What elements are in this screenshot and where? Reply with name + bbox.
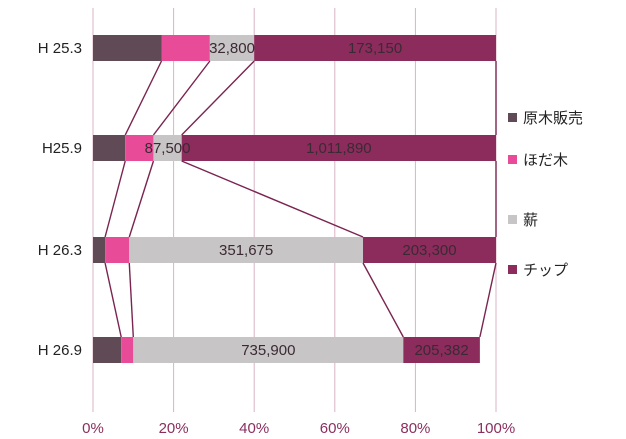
bar-segment — [254, 35, 496, 61]
series-line — [128, 262, 134, 338]
bar-segment — [133, 337, 404, 363]
bar-segment — [403, 337, 480, 363]
data-label: 203,300 — [402, 242, 456, 259]
bar-segment — [93, 135, 126, 161]
series-line — [104, 160, 126, 238]
category-label: H 26.9 — [38, 342, 82, 359]
x-tick-label: 80% — [400, 420, 430, 437]
data-label: 735,900 — [241, 342, 295, 359]
legend-label: 原木販売 — [523, 110, 583, 127]
legend-label: 薪 — [523, 212, 538, 229]
x-tick-label: 0% — [82, 420, 104, 437]
legend-swatch — [508, 215, 517, 224]
data-label: 1,011,890 — [306, 140, 372, 157]
series-line — [181, 160, 364, 238]
legend-swatch — [508, 265, 517, 274]
bar-segment — [209, 35, 255, 61]
bar-segment — [93, 237, 106, 263]
series-line — [124, 60, 163, 136]
series-line — [152, 60, 211, 136]
bar-segment — [93, 337, 122, 363]
x-tick-label: 20% — [159, 420, 189, 437]
legend-label: チップ — [523, 262, 568, 279]
legend-swatch — [508, 113, 517, 122]
series-line — [181, 60, 255, 136]
bar-segment — [153, 135, 182, 161]
legend-label: ほだ木 — [523, 152, 568, 169]
data-label: 32,800 — [209, 40, 255, 57]
data-label: 205,382 — [414, 342, 468, 359]
bar-segment — [129, 237, 364, 263]
bar-segment — [363, 237, 496, 263]
series-line — [362, 262, 404, 338]
category-label: H25.9 — [42, 140, 82, 157]
bar-segment — [93, 35, 162, 61]
series-line — [104, 262, 122, 338]
series-line — [128, 160, 155, 238]
data-label: 87,500 — [145, 140, 191, 157]
category-label: H 26.3 — [38, 242, 82, 259]
bar-segment — [121, 337, 134, 363]
series-line — [479, 262, 497, 338]
data-label: 173,150 — [348, 40, 402, 57]
legend-swatch — [508, 155, 517, 164]
bar-segment — [161, 35, 210, 61]
bar-segment — [105, 237, 130, 263]
x-tick-label: 100% — [477, 420, 515, 437]
bar-segment — [181, 135, 496, 161]
x-tick-label: 60% — [320, 420, 350, 437]
category-label: H 25.3 — [38, 40, 82, 57]
x-tick-label: 40% — [239, 420, 269, 437]
bar-segment — [125, 135, 154, 161]
data-label: 351,675 — [219, 242, 273, 259]
